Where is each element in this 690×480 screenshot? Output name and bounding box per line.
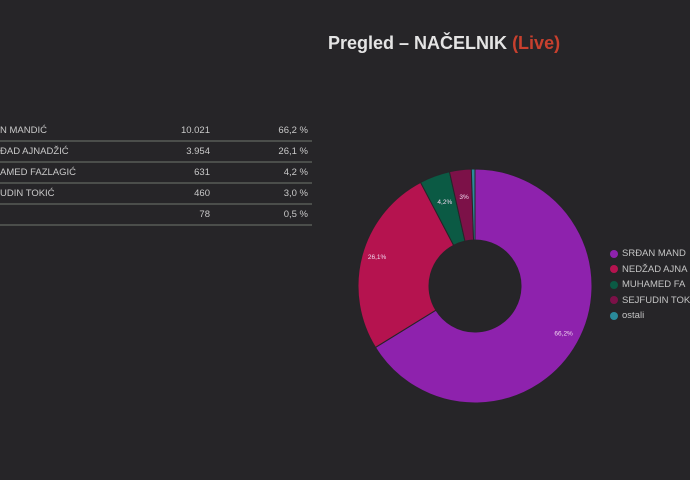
table-row: N MANDIĆ 10.021 66,2 % [0, 121, 312, 142]
legend-item[interactable]: NEDŽAD AJNA [610, 262, 690, 278]
legend-label: ostali [622, 310, 645, 322]
legend-swatch [610, 265, 618, 274]
donut-slice[interactable] [374, 168, 593, 404]
legend-label: NEDŽAD AJNA [622, 263, 688, 275]
data-label: 26,1% [368, 254, 387, 261]
title-text: Pregled – NAČELNIK [328, 33, 508, 53]
chart-legend: SRĐAN MAND NEDŽAD AJNA MUHAMED FA SEJFUDIN … [610, 246, 690, 324]
cell-votes: 78 [140, 204, 210, 226]
legend-label: SEJFUDIN TOK [622, 294, 690, 306]
cell-name: N MANDIĆ [0, 121, 140, 142]
legend-item[interactable]: ostali [610, 308, 690, 324]
cell-votes: 10.021 [140, 121, 210, 142]
chart-title: Pregled – NAČELNIK (Live) [328, 33, 560, 54]
legend-item[interactable]: SRĐAN MAND [610, 246, 690, 262]
legend-item[interactable]: SEJFUDIN TOK [610, 293, 690, 309]
legend-label: SRĐAN MAND [622, 248, 686, 260]
cell-name [0, 204, 140, 226]
cell-percent: 0,5 % [210, 204, 312, 226]
table-row: UDIN TOKIĆ 460 3,0 % [0, 183, 312, 205]
legend-swatch [610, 280, 618, 289]
donut-slice[interactable] [470, 168, 476, 241]
cell-percent: 66,2 % [210, 121, 312, 142]
table-row: AMED FAZLAGIĆ 631 4,2 % [0, 162, 312, 184]
data-label: 66,2% [554, 330, 573, 337]
legend-swatch [610, 296, 618, 305]
legend-item[interactable]: MUHAMED FA [610, 277, 690, 293]
cell-percent: 3,0 % [210, 183, 312, 205]
cell-name: UDIN TOKIĆ [0, 183, 140, 205]
cell-votes: 631 [140, 162, 210, 184]
table-row: 78 0,5 % [0, 204, 312, 226]
live-indicator: (Live) [512, 33, 561, 53]
legend-swatch [610, 249, 618, 258]
cell-votes: 460 [140, 183, 210, 205]
table-row: ĐAD AJNADŽIĆ 3.954 26,1 % [0, 141, 312, 163]
cell-votes: 3.954 [140, 141, 210, 163]
cell-name: AMED FAZLAGIĆ [0, 162, 140, 184]
donut-slice[interactable] [357, 181, 455, 349]
cell-name: ĐAD AJNADŽIĆ [0, 141, 140, 163]
data-label: 3% [459, 194, 469, 201]
legend-label: MUHAMED FA [622, 279, 686, 291]
cell-percent: 4,2 % [210, 162, 312, 184]
cell-percent: 26,1 % [210, 141, 312, 163]
legend-swatch [610, 311, 618, 320]
data-label: 4,2% [437, 199, 452, 206]
results-table: N MANDIĆ 10.021 66,2 % ĐAD AJNADŽIĆ 3.954 26,… [0, 121, 312, 226]
